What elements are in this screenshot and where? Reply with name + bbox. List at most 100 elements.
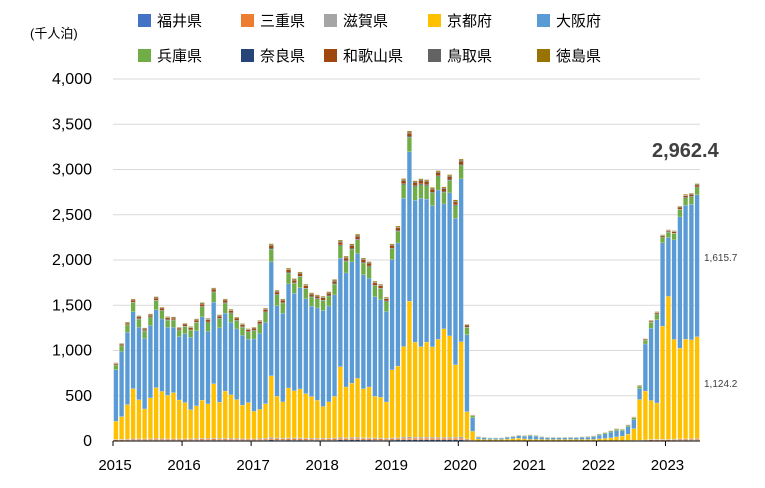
bar-segment <box>654 402 660 440</box>
bar-segment <box>522 438 527 441</box>
bar-segment <box>366 438 372 441</box>
bar-segment <box>389 259 395 371</box>
bar-segment <box>458 178 464 342</box>
bar-segment <box>349 249 355 262</box>
bar-segment <box>355 253 360 379</box>
bar-segment <box>280 401 286 439</box>
bar-segment <box>453 205 458 219</box>
bar-segment <box>291 438 297 441</box>
bar-segment <box>245 329 251 330</box>
bar-segment <box>533 436 539 440</box>
bar-segment <box>424 180 429 182</box>
legend-label: 福井県 <box>157 13 202 30</box>
bar-segment <box>435 172 441 176</box>
bar-segment <box>309 293 314 295</box>
bar-segment <box>291 390 297 438</box>
bar-segment <box>320 299 326 301</box>
bar-segment <box>378 284 383 286</box>
bar-segment <box>683 438 688 440</box>
bar-segment <box>234 439 240 441</box>
bar-segment <box>268 375 274 438</box>
bar-segment <box>412 200 418 343</box>
bar-segment <box>660 237 665 243</box>
bar-segment <box>447 192 452 336</box>
bar-segment <box>245 331 251 340</box>
bar-segment <box>689 193 694 195</box>
bar-segment <box>314 295 320 297</box>
bar-segment <box>384 401 389 439</box>
bar-segment <box>401 184 406 199</box>
bar-segment <box>522 436 527 440</box>
x-tick-label: 2018 <box>305 457 338 474</box>
bar-segment <box>205 438 211 440</box>
bar-segment <box>407 151 412 302</box>
bar-segment <box>424 438 429 440</box>
bar-segment <box>240 404 245 439</box>
bar-segment <box>401 183 406 185</box>
bar-segment <box>435 170 441 172</box>
bar-segment <box>332 438 337 441</box>
bar-segment <box>228 438 234 440</box>
bar-segment <box>199 316 205 401</box>
bar-segment <box>418 180 424 184</box>
bar-segment <box>245 439 251 441</box>
bar-segment <box>677 207 683 210</box>
bar-segment <box>222 298 228 300</box>
bar-segment <box>217 327 222 403</box>
bar-segment <box>222 438 228 441</box>
bar-segment <box>384 298 389 302</box>
bar-segment <box>418 178 424 180</box>
x-tick-label: 2022 <box>582 457 615 474</box>
bar-segment <box>148 317 153 326</box>
bar-segment <box>337 366 343 438</box>
bar-segment <box>366 266 372 279</box>
bar-segment <box>568 437 573 440</box>
bar-segment <box>378 437 383 439</box>
bar-segment <box>309 438 314 440</box>
bar-segment <box>309 296 314 298</box>
bar-segment <box>257 320 263 322</box>
bar-segment <box>251 330 257 340</box>
bar-segment <box>205 319 211 322</box>
bar-segment <box>337 244 343 246</box>
bar-segment <box>424 437 429 439</box>
bar-segment <box>378 285 383 289</box>
bar-segment <box>694 439 700 441</box>
bar-segment <box>268 261 274 376</box>
bar-segment <box>596 435 602 439</box>
bar-segment <box>418 184 424 199</box>
bar-segment <box>136 439 142 441</box>
legend-swatch <box>537 14 550 27</box>
bar-segment <box>660 234 665 236</box>
bar-segment <box>355 378 360 438</box>
bar-segment <box>136 315 142 317</box>
bar-segment <box>470 417 476 432</box>
bar-segment <box>337 438 343 440</box>
bar-segment <box>349 245 355 249</box>
bar-segment <box>643 339 648 341</box>
bar-segment <box>171 327 176 393</box>
bar-segment <box>280 438 286 440</box>
legend-swatch <box>138 49 151 62</box>
y-axis-ticks: 0 500 1,000 1,500 2,000 2,500 3,000 3,500 4,000 <box>52 71 92 450</box>
bar-segment <box>677 438 683 440</box>
bar-segment <box>366 263 372 267</box>
bar-segment <box>389 244 395 246</box>
bar-segment <box>171 316 176 318</box>
bar-segment <box>240 438 245 440</box>
bar-segment <box>527 434 533 436</box>
bar-segment <box>453 201 458 205</box>
bar-segment <box>130 299 136 301</box>
bar-segment <box>407 436 412 439</box>
bar-segment <box>343 438 349 441</box>
bar-segment <box>240 324 245 325</box>
bar-segment <box>263 403 268 439</box>
bar-segment <box>694 438 700 440</box>
x-tick-label: 2015 <box>98 457 131 474</box>
bar-segment <box>464 438 470 440</box>
bar-segment <box>591 436 596 440</box>
bar-segment <box>533 435 539 437</box>
bar-segment <box>263 311 268 313</box>
bar-segment <box>326 401 332 439</box>
bar-segment <box>263 438 268 440</box>
